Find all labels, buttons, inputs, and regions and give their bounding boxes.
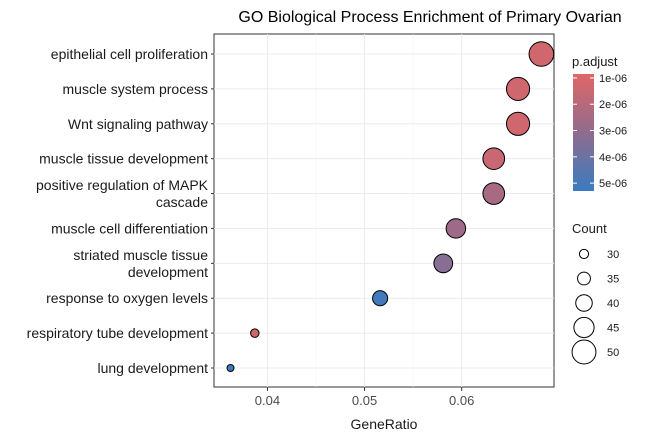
data-point-2 bbox=[505, 111, 531, 136]
x-tick-label-2: 0.06 bbox=[449, 393, 474, 408]
data-point-0 bbox=[528, 41, 555, 67]
y-category-label-2: Wnt signaling pathway bbox=[68, 116, 208, 132]
size-legend-key-1 bbox=[577, 271, 591, 286]
x-tick-label-1: 0.05 bbox=[352, 393, 377, 408]
y-category-label-4-line-1: cascade bbox=[156, 194, 208, 210]
size-legend-title: Count bbox=[572, 221, 607, 236]
color-legend-label-2: 3e-06 bbox=[599, 126, 627, 138]
y-category-label-9-line-0: lung development bbox=[97, 360, 208, 376]
y-category-label-1-line-0: muscle system process bbox=[63, 81, 208, 97]
y-category-label-6-line-0: striated muscle tissue bbox=[73, 247, 208, 263]
y-category-label-4: positive regulation of MAPK cascade bbox=[36, 177, 209, 210]
data-point-4 bbox=[482, 182, 506, 205]
y-category-label-0-line-0: epithelial cell proliferation bbox=[51, 46, 208, 62]
y-category-label-7-line-0: response to oxygen levels bbox=[46, 290, 208, 306]
y-category-label-6-line-1: development bbox=[128, 264, 208, 280]
data-point-5 bbox=[445, 218, 467, 239]
y-category-label-5: muscle cell differentiation bbox=[51, 220, 208, 236]
size-legend-label-3: 45 bbox=[607, 323, 619, 335]
y-category-label-0: epithelial cell proliferation bbox=[51, 46, 208, 62]
color-legend-label-1: 2e-06 bbox=[599, 99, 627, 111]
y-category-label-3: muscle tissue development bbox=[39, 151, 208, 167]
color-legend-ticks: 1e-06 2e-06 3e-06 4e-06 5e-06 bbox=[573, 73, 627, 190]
y-category-label-3-line-0: muscle tissue development bbox=[39, 151, 208, 167]
y-category-label-7: response to oxygen levels bbox=[46, 290, 208, 306]
y-category-label-1: muscle system process bbox=[63, 81, 208, 97]
size-legend-entries: 30 35 40 45 50 bbox=[571, 248, 619, 365]
plot-panel bbox=[213, 33, 555, 388]
y-category-label-4-line-0: positive regulation of MAPK bbox=[36, 177, 209, 193]
chart-title: GO Biological Process Enrichment of Prim… bbox=[238, 9, 621, 26]
color-legend-title: p.adjust bbox=[572, 54, 618, 69]
size-legend-key-4 bbox=[571, 339, 597, 365]
y-category-label-6: striated muscle tissue development bbox=[73, 247, 208, 280]
data-point-7 bbox=[372, 290, 389, 307]
y-category-label-2-line-0: Wnt signaling pathway bbox=[68, 116, 208, 132]
y-category-label-8: respiratory tube development bbox=[27, 325, 208, 341]
data-point-3 bbox=[482, 147, 506, 171]
size-legend-label-0: 30 bbox=[607, 249, 619, 261]
data-points bbox=[226, 41, 555, 372]
data-point-6 bbox=[433, 253, 454, 274]
color-legend-label-0: 1e-06 bbox=[599, 73, 627, 85]
plot-panel-border bbox=[213, 33, 555, 388]
size-legend-label-2: 40 bbox=[607, 298, 619, 310]
size-legend-key-3 bbox=[573, 316, 595, 339]
size-legend: Count 30 35 40 45 50 bbox=[571, 221, 619, 365]
data-point-9 bbox=[226, 364, 235, 372]
x-axis-title: GeneRatio bbox=[351, 416, 418, 432]
data-point-8 bbox=[250, 328, 260, 338]
color-legend: p.adjust 1e-06 2e-06 3e-06 4e-06 5e-06 bbox=[572, 54, 627, 191]
size-legend-label-1: 35 bbox=[607, 274, 619, 286]
color-legend-bar bbox=[573, 74, 594, 191]
y-category-label-5-line-0: muscle cell differentiation bbox=[51, 220, 208, 236]
color-legend-label-3: 4e-06 bbox=[599, 152, 627, 164]
size-legend-key-0 bbox=[578, 248, 590, 260]
x-axis: 0.04 0.05 0.06 bbox=[255, 387, 474, 408]
size-legend-key-2 bbox=[575, 294, 593, 312]
data-point-1 bbox=[505, 76, 531, 101]
size-legend-label-4: 50 bbox=[607, 347, 619, 359]
y-category-label-8-line-0: respiratory tube development bbox=[27, 325, 208, 341]
y-axis-category-labels: epithelial cell proliferation muscle syst… bbox=[27, 46, 214, 376]
x-tick-label-0: 0.04 bbox=[255, 393, 280, 408]
color-legend-label-4: 5e-06 bbox=[599, 178, 627, 190]
y-category-label-9: lung development bbox=[97, 360, 208, 376]
